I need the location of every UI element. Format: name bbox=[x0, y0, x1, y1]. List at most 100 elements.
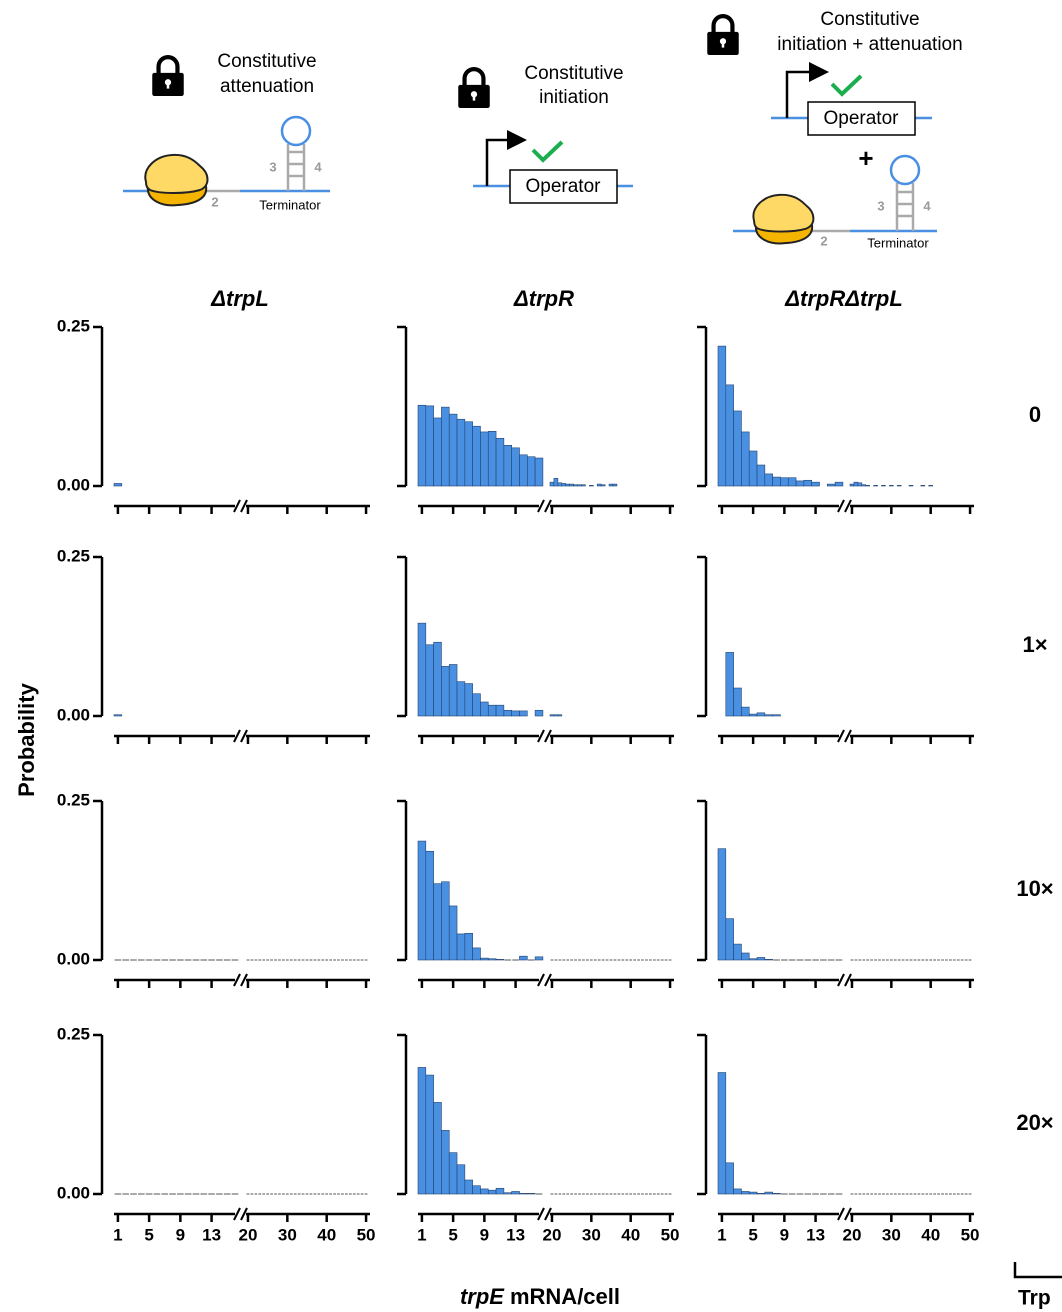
bar bbox=[741, 953, 749, 960]
x-axis-label-text: mRNA/cell bbox=[510, 1284, 620, 1309]
bar bbox=[589, 485, 593, 486]
bar bbox=[441, 407, 449, 486]
x-tick-label: 5 bbox=[144, 1225, 153, 1244]
region-label: 3 bbox=[877, 198, 884, 213]
bar bbox=[480, 958, 488, 960]
bar bbox=[473, 948, 481, 960]
diagram-initiation: Constitutive initiation Operator bbox=[458, 63, 633, 203]
bar bbox=[827, 484, 835, 486]
bar bbox=[749, 1192, 757, 1194]
bar bbox=[449, 1153, 457, 1194]
bar bbox=[434, 642, 442, 716]
row-label: 0 bbox=[1029, 402, 1041, 427]
bar bbox=[858, 483, 862, 486]
bar bbox=[734, 411, 742, 486]
y-tick-label: 0.00 bbox=[57, 475, 90, 494]
bar bbox=[749, 959, 757, 960]
bar bbox=[519, 711, 527, 716]
bar bbox=[488, 1190, 496, 1194]
x-axis-label-italic: trpE bbox=[460, 1284, 505, 1309]
diagram-combined: Constitutive initiation + attenuation Op… bbox=[707, 9, 962, 250]
diagram-attenuation: Constitutive attenuation 2 3 4 Terminato… bbox=[123, 51, 330, 212]
x-tick-label: 1 bbox=[113, 1225, 122, 1244]
bar bbox=[535, 710, 543, 716]
bar bbox=[889, 485, 893, 486]
operator-label: Operator bbox=[824, 108, 900, 129]
bar bbox=[457, 1165, 465, 1194]
y-tick-label: 0.25 bbox=[57, 1024, 90, 1043]
x-tick-label: 9 bbox=[176, 1225, 185, 1244]
diagram-title: Constitutive bbox=[217, 51, 316, 72]
bar bbox=[496, 438, 504, 486]
bar bbox=[601, 485, 605, 486]
bar bbox=[465, 422, 473, 486]
bar bbox=[434, 884, 442, 960]
region-label: 2 bbox=[820, 233, 827, 248]
bar bbox=[558, 483, 562, 486]
bar bbox=[457, 682, 465, 716]
x-tick-label: 9 bbox=[780, 1225, 789, 1244]
bar bbox=[496, 1188, 504, 1194]
region-label: 3 bbox=[269, 159, 276, 174]
x-tick-label: 50 bbox=[661, 1225, 680, 1244]
bar bbox=[434, 418, 442, 486]
bar bbox=[780, 478, 788, 486]
bar bbox=[862, 485, 866, 486]
x-tick-label: 9 bbox=[480, 1225, 489, 1244]
bar bbox=[550, 482, 554, 486]
bar bbox=[527, 457, 535, 486]
column-title: ΔtrpR bbox=[513, 286, 574, 311]
x-tick-label: 50 bbox=[357, 1225, 376, 1244]
bar bbox=[512, 711, 520, 716]
region-label: 2 bbox=[211, 194, 218, 209]
bar bbox=[519, 455, 527, 486]
bar bbox=[921, 485, 925, 486]
x-tick-label: 30 bbox=[278, 1225, 297, 1244]
bar bbox=[441, 666, 449, 716]
x-tick-label: 40 bbox=[317, 1225, 336, 1244]
region-label: 4 bbox=[314, 159, 322, 174]
bar bbox=[418, 623, 426, 716]
diagram-title: initiation + attenuation bbox=[777, 34, 962, 55]
bar bbox=[480, 1189, 488, 1194]
bar bbox=[765, 715, 773, 716]
region-label: 4 bbox=[923, 198, 931, 213]
bar bbox=[535, 957, 543, 960]
bar bbox=[488, 959, 496, 960]
bar bbox=[480, 432, 488, 486]
y-tick-label: 0.00 bbox=[57, 1183, 90, 1202]
bar bbox=[773, 715, 781, 716]
x-tick-label: 5 bbox=[748, 1225, 757, 1244]
bar bbox=[726, 652, 734, 716]
diagram-title: Constitutive bbox=[524, 63, 623, 84]
bar bbox=[457, 934, 465, 960]
bar bbox=[418, 841, 426, 960]
bar bbox=[734, 944, 742, 960]
bar bbox=[741, 432, 749, 486]
row-label: 1× bbox=[1022, 632, 1047, 657]
bar bbox=[441, 1130, 449, 1194]
x-tick-label: 20 bbox=[239, 1225, 258, 1244]
y-tick-label: 0.00 bbox=[57, 949, 90, 968]
bar bbox=[726, 919, 734, 960]
bar bbox=[765, 959, 773, 960]
bar bbox=[473, 694, 481, 716]
plus-sign: + bbox=[858, 143, 873, 173]
bar bbox=[581, 485, 585, 486]
bar bbox=[718, 849, 726, 960]
column-title: ΔtrpL bbox=[210, 286, 269, 311]
bar bbox=[449, 414, 457, 486]
bar bbox=[504, 1193, 512, 1194]
bar bbox=[512, 1191, 520, 1194]
bar bbox=[550, 715, 554, 716]
bar bbox=[757, 1193, 765, 1194]
x-tick-label: 1 bbox=[717, 1225, 726, 1244]
bar bbox=[519, 1193, 527, 1194]
bar bbox=[773, 1193, 781, 1194]
y-tick-label: 0.25 bbox=[57, 316, 90, 335]
bar bbox=[519, 956, 527, 960]
bar bbox=[512, 448, 520, 486]
bar bbox=[897, 485, 901, 486]
terminator-label: Terminator bbox=[259, 197, 321, 212]
bar bbox=[558, 715, 562, 716]
